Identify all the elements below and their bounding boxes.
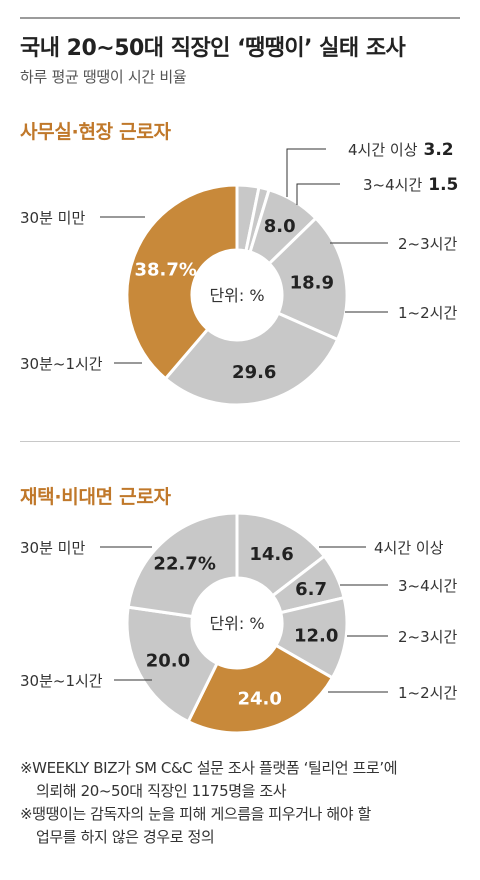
category-label-2-3h: 2~3시간 [398,628,457,646]
top-rule [20,17,460,19]
leader-line-4h-plus [286,148,326,197]
value-label-4h-plus: 14.6 [249,544,293,565]
category-label-2-3h: 2~3시간 [398,235,457,253]
section-title-remote: 재택·비대면 근로자 [20,486,171,508]
value-label-2-3h: 12.0 [294,626,338,647]
value-label-under-30m: 38.7% [134,260,196,281]
footnotes: ※WEEKLY BIZ가 SM C&C 설문 조사 플랫폼 ‘틸리언 프로’에 … [20,757,398,849]
value-label-30m-1h: 29.6 [232,362,276,383]
category-label-under-30m: 30분 미만 [20,209,85,227]
center-unit-label: 단위: % [209,614,264,633]
value-label-under-30m: 22.7% [153,553,215,574]
category-label-1-2h: 1~2시간 [398,304,457,322]
page-title: 국내 20~50대 직장인 ‘땡땡이’ 실태 조사 [20,36,406,61]
slice-30m-1h [125,605,220,724]
category-label-3-4h: 3~4시간 [398,577,457,595]
donut-chart-office: 8.0 18.9 29.6 38.7% 단위: % 4시간 이상 3.2 3~4시간 1.5 2~… [20,140,458,407]
value-label-1-2h: 18.9 [290,273,334,294]
category-label-30m-1h: 30분~1시간 [20,672,103,690]
leader-line-3-4h [296,183,340,205]
section-divider [20,441,460,442]
slice-1-2h [267,216,349,342]
category-label-under-30m: 30분 미만 [20,539,85,557]
category-label-30m-1h: 30분~1시간 [20,355,103,373]
center-unit-label: 단위: % [209,286,264,305]
category-label-3-4h: 3~4시간 1.5 [363,175,458,195]
footnote-line: 업무를 하지 않은 경우로 정의 [36,828,215,846]
category-label-4h-plus: 4시간 이상 [374,539,444,557]
slice-30m-1h [163,311,340,407]
slice-under-30m [125,183,239,381]
value-label-30m-1h: 20.0 [146,650,190,671]
section-title-office: 사무실·현장 근로자 [20,121,171,143]
category-label-1-2h: 1~2시간 [398,684,457,702]
value-label-2-3h: 8.0 [264,216,296,237]
value-label-3-4h: 6.7 [295,579,327,600]
donut-chart-remote: 14.66.7 12.0 24.0 20.0 22.7% 단위: % 4시간 이상 3~4시간… [20,511,457,735]
footnote-line: 의뢰해 20~50대 직장인 1175명을 조사 [36,782,287,800]
page-subtitle: 하루 평균 땡땡이 시간 비율 [20,68,187,86]
category-label-4h-plus: 4시간 이상 3.2 [348,140,454,160]
slice-1-2h [186,643,335,735]
footnote-line: ※땡땡이는 감독자의 눈을 피해 게으름을 피우거나 해야 할 [20,805,371,823]
value-label-1-2h: 24.0 [237,689,281,710]
footnote-line: ※WEEKLY BIZ가 SM C&C 설문 조사 플랫폼 ‘틸리언 프로’에 [20,759,398,777]
slice-under-30m [126,511,239,619]
